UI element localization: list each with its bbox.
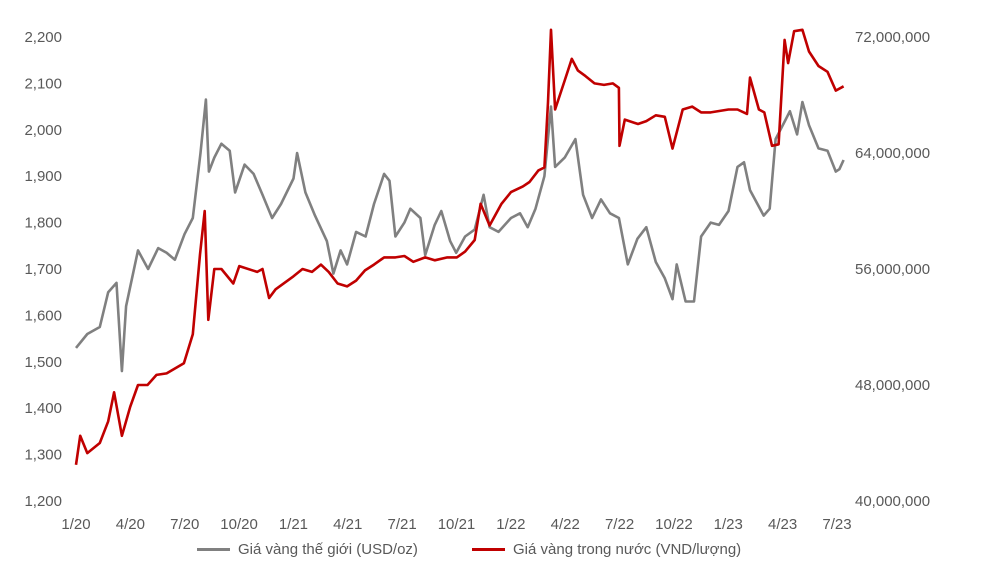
- x-tick-label: 1/23: [714, 516, 743, 533]
- legend-item-world: Giá vàng thế giới (USD/oz): [197, 541, 418, 558]
- legend-item-domestic: Giá vàng trong nước (VND/lượng): [472, 541, 741, 558]
- x-tick-label: 7/21: [388, 516, 417, 533]
- y-left-tick-label: 1,400: [24, 400, 62, 417]
- x-tick-label: 7/22: [605, 516, 634, 533]
- y-left-tick-label: 1,300: [24, 447, 62, 464]
- y-right-tick-label: 40,000,000: [855, 493, 930, 510]
- x-tick-label: 1/20: [61, 516, 90, 533]
- y-left-tick-label: 2,100: [24, 75, 62, 92]
- y-right-tick-label: 48,000,000: [855, 377, 930, 394]
- legend: Giá vàng thế giới (USD/oz) Giá vàng tron…: [0, 541, 990, 565]
- x-tick-label: 7/23: [822, 516, 851, 533]
- legend-swatch-world: [197, 548, 230, 551]
- y-left-tick-label: 1,600: [24, 307, 62, 324]
- y-left-tick-label: 2,200: [24, 29, 62, 46]
- x-tick-label: 4/23: [768, 516, 797, 533]
- y-right-tick-label: 72,000,000: [855, 29, 930, 46]
- x-tick-label: 1/21: [279, 516, 308, 533]
- series-line-world: [74, 98, 845, 373]
- legend-swatch-domestic: [472, 548, 505, 551]
- x-tick-label: 4/20: [116, 516, 145, 533]
- legend-label-world: Giá vàng thế giới (USD/oz): [238, 541, 418, 558]
- y-left-tick-label: 1,500: [24, 354, 62, 371]
- y-left-tick-label: 2,000: [24, 122, 62, 139]
- y-right-tick-label: 56,000,000: [855, 261, 930, 278]
- y-left-tick-label: 1,900: [24, 168, 62, 185]
- x-tick-label: 1/22: [496, 516, 525, 533]
- y-right-tick-label: 64,000,000: [855, 145, 930, 162]
- y-left-tick-label: 1,700: [24, 261, 62, 278]
- series-line-domestic: [74, 28, 845, 465]
- x-tick-label: 10/20: [220, 516, 258, 533]
- x-tick-label: 7/20: [170, 516, 199, 533]
- x-tick-label: 4/21: [333, 516, 362, 533]
- legend-label-domestic: Giá vàng trong nước (VND/lượng): [513, 541, 742, 558]
- x-tick-label: 10/21: [438, 516, 476, 533]
- y-left-tick-label: 1,800: [24, 215, 62, 232]
- x-tick-label: 10/22: [655, 516, 693, 533]
- y-left-tick-label: 1,200: [24, 493, 62, 510]
- x-tick-label: 4/22: [551, 516, 580, 533]
